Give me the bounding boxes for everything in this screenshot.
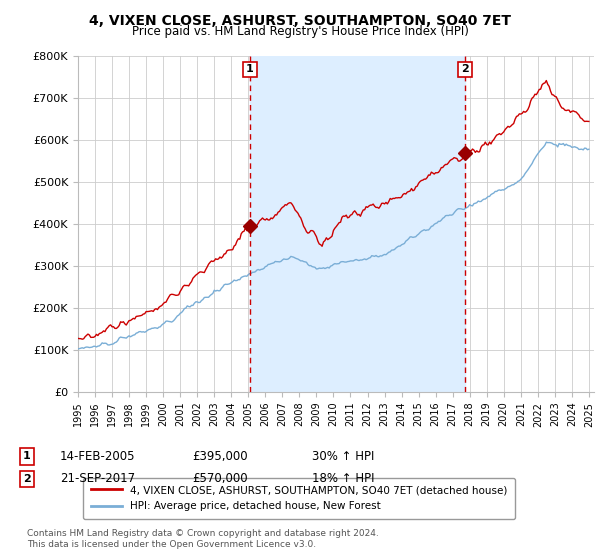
Text: 1: 1 <box>246 64 254 74</box>
Text: 30% ↑ HPI: 30% ↑ HPI <box>312 450 374 463</box>
Text: 18% ↑ HPI: 18% ↑ HPI <box>312 472 374 486</box>
Text: 4, VIXEN CLOSE, ASHURST, SOUTHAMPTON, SO40 7ET: 4, VIXEN CLOSE, ASHURST, SOUTHAMPTON, SO… <box>89 14 511 28</box>
Text: £570,000: £570,000 <box>192 472 248 486</box>
Text: £395,000: £395,000 <box>192 450 248 463</box>
Legend: 4, VIXEN CLOSE, ASHURST, SOUTHAMPTON, SO40 7ET (detached house), HPI: Average pr: 4, VIXEN CLOSE, ASHURST, SOUTHAMPTON, SO… <box>83 478 515 519</box>
Text: 2: 2 <box>23 474 31 484</box>
Text: Contains HM Land Registry data © Crown copyright and database right 2024.
This d: Contains HM Land Registry data © Crown c… <box>27 529 379 549</box>
Text: 14-FEB-2005: 14-FEB-2005 <box>60 450 136 463</box>
Text: 2: 2 <box>461 64 469 74</box>
Text: 1: 1 <box>23 451 31 461</box>
Text: Price paid vs. HM Land Registry's House Price Index (HPI): Price paid vs. HM Land Registry's House … <box>131 25 469 38</box>
Bar <box>250 56 465 392</box>
Text: 21-SEP-2017: 21-SEP-2017 <box>60 472 135 486</box>
